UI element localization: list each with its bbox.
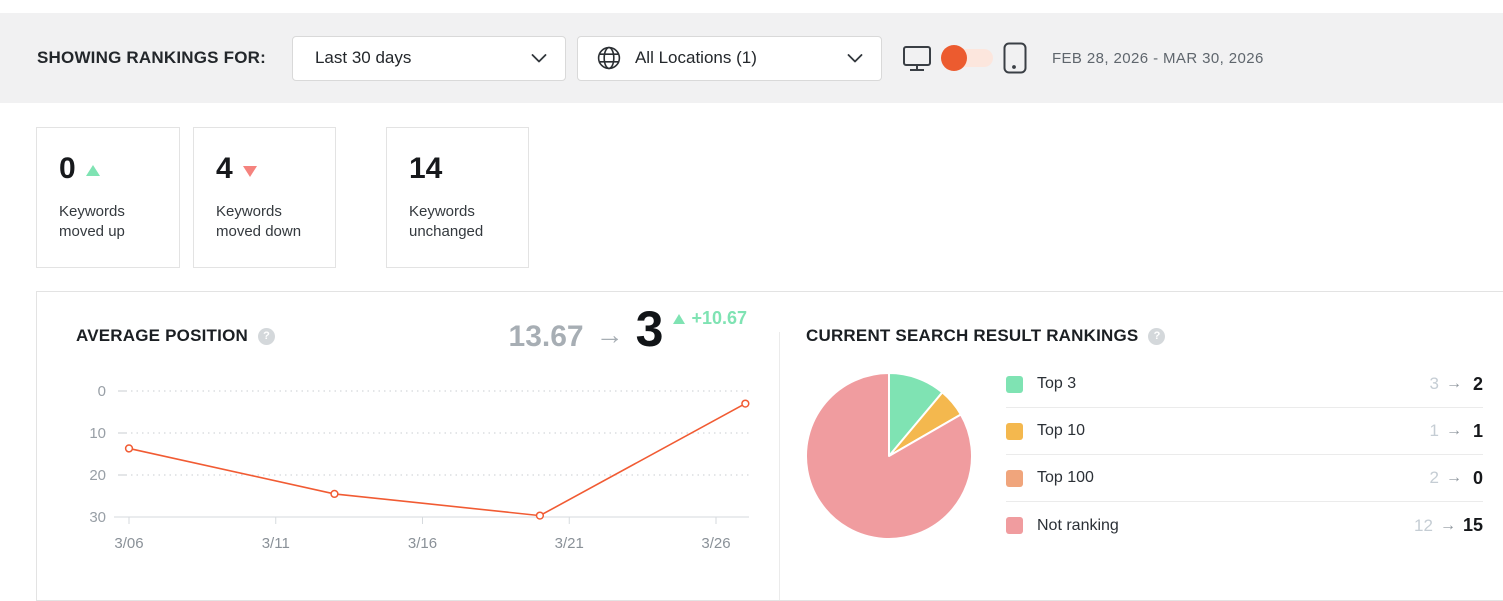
card-label: Keywords moved up bbox=[59, 203, 125, 241]
rankings-panel: AVERAGE POSITION ? 13.67 → 3 +10.67 0 10 2… bbox=[36, 291, 1503, 601]
arrow-right-icon: → bbox=[595, 319, 624, 350]
legend-swatch bbox=[1006, 469, 1023, 487]
legend-swatch bbox=[1006, 375, 1023, 393]
desktop-icon[interactable] bbox=[902, 45, 932, 72]
legend-from-value: 2 bbox=[1429, 468, 1439, 487]
arrow-right-icon: → bbox=[1446, 469, 1462, 486]
date-range-dropdown-value: Last 30 days bbox=[314, 48, 412, 67]
chevron-down-icon bbox=[847, 53, 863, 62]
svg-text:3/11: 3/11 bbox=[262, 535, 290, 552]
legend-label: Top 3 bbox=[1037, 375, 1077, 392]
legend-row-top100: Top 100 2 → 0 bbox=[1006, 455, 1483, 502]
legend-row-not-ranking: Not ranking 12 → 15 bbox=[1006, 502, 1483, 549]
filter-bar: SHOWING RANKINGS FOR: Last 30 days All L… bbox=[0, 13, 1503, 103]
card-label: Keywords unchanged bbox=[409, 203, 484, 241]
svg-text:3/26: 3/26 bbox=[701, 535, 730, 552]
keywords-unchanged-card: 14 Keywords unchanged bbox=[386, 127, 529, 268]
locations-dropdown-value: All Locations (1) bbox=[634, 48, 757, 67]
legend-row-top10: Top 10 1 → 1 bbox=[1006, 408, 1483, 455]
current-position-value: 3 bbox=[635, 301, 664, 357]
device-toggle-group bbox=[902, 42, 1028, 74]
trend-up-icon bbox=[85, 164, 100, 176]
legend-to-value: 2 bbox=[1472, 373, 1483, 394]
legend-from-value: 1 bbox=[1429, 421, 1439, 440]
legend-swatch bbox=[1006, 517, 1023, 534]
legend-label: Top 10 bbox=[1037, 422, 1086, 439]
legend-label: Not ranking bbox=[1037, 516, 1119, 534]
rankings-pie-chart bbox=[805, 372, 973, 540]
svg-text:3/16: 3/16 bbox=[408, 535, 437, 552]
svg-text:3/06: 3/06 bbox=[114, 535, 143, 552]
average-position-title: AVERAGE POSITION bbox=[76, 326, 248, 345]
search-result-rankings-title: CURRENT SEARCH RESULT RANKINGS bbox=[806, 326, 1139, 345]
filter-bar-label: SHOWING RANKINGS FOR: bbox=[37, 48, 266, 67]
date-range-dropdown[interactable]: Last 30 days bbox=[291, 35, 566, 81]
rankings-dashboard: SHOWING RANKINGS FOR: Last 30 days All L… bbox=[0, 13, 1503, 601]
svg-text:20: 20 bbox=[89, 467, 106, 484]
help-icon[interactable]: ? bbox=[1148, 327, 1166, 345]
moved-up-count: 0 bbox=[59, 152, 76, 185]
trend-down-icon bbox=[242, 165, 257, 177]
keywords-moved-up-card: 0 Keywords moved up bbox=[36, 127, 180, 268]
legend-label: Top 100 bbox=[1037, 469, 1094, 486]
legend-to-value: 0 bbox=[1472, 467, 1483, 488]
svg-text:3/21: 3/21 bbox=[555, 535, 584, 552]
previous-position-value: 13.67 bbox=[508, 320, 584, 353]
legend-from-value: 3 bbox=[1429, 374, 1439, 393]
svg-text:10: 10 bbox=[89, 425, 106, 442]
legend-swatch bbox=[1006, 422, 1023, 440]
legend-row-top3: Top 3 3 → 2 bbox=[1006, 361, 1483, 408]
keywords-moved-down-card: 4 Keywords moved down bbox=[193, 127, 336, 268]
arrow-right-icon: → bbox=[1446, 422, 1462, 439]
section-divider bbox=[779, 332, 780, 600]
globe-icon bbox=[597, 46, 621, 70]
device-toggle[interactable] bbox=[940, 45, 993, 71]
trend-up-icon bbox=[673, 313, 686, 324]
svg-text:30: 30 bbox=[89, 509, 106, 526]
unchanged-count: 14 bbox=[409, 152, 443, 185]
device-toggle-knob bbox=[940, 45, 967, 71]
help-icon[interactable]: ? bbox=[257, 327, 275, 345]
average-position-line-chart: 0 10 20 30 3/06 3/11 3/16 3/21 3/26 bbox=[89, 383, 750, 552]
arrow-right-icon: → bbox=[1446, 375, 1462, 392]
svg-text:0: 0 bbox=[98, 383, 106, 400]
legend-from-value: 12 bbox=[1414, 515, 1433, 535]
average-position-headline: 13.67 → 3 +10.67 bbox=[508, 301, 747, 357]
date-range-text: FEB 28, 2026 - MAR 30, 2026 bbox=[1051, 49, 1264, 67]
card-label: Keywords moved down bbox=[216, 203, 302, 241]
moved-down-count: 4 bbox=[216, 152, 233, 185]
legend-to-value: 15 bbox=[1462, 515, 1483, 535]
rankings-legend: Top 3 3 → 2 Top 10 1 → 1 Top 100 2 → 0 bbox=[1006, 361, 1483, 549]
locations-dropdown[interactable]: All Locations (1) bbox=[576, 35, 882, 81]
legend-to-value: 1 bbox=[1472, 420, 1483, 441]
arrow-right-icon: → bbox=[1439, 516, 1456, 534]
chevron-down-icon bbox=[531, 53, 547, 62]
mobile-icon[interactable] bbox=[1002, 42, 1028, 74]
position-change-value: +10.67 bbox=[691, 308, 747, 328]
